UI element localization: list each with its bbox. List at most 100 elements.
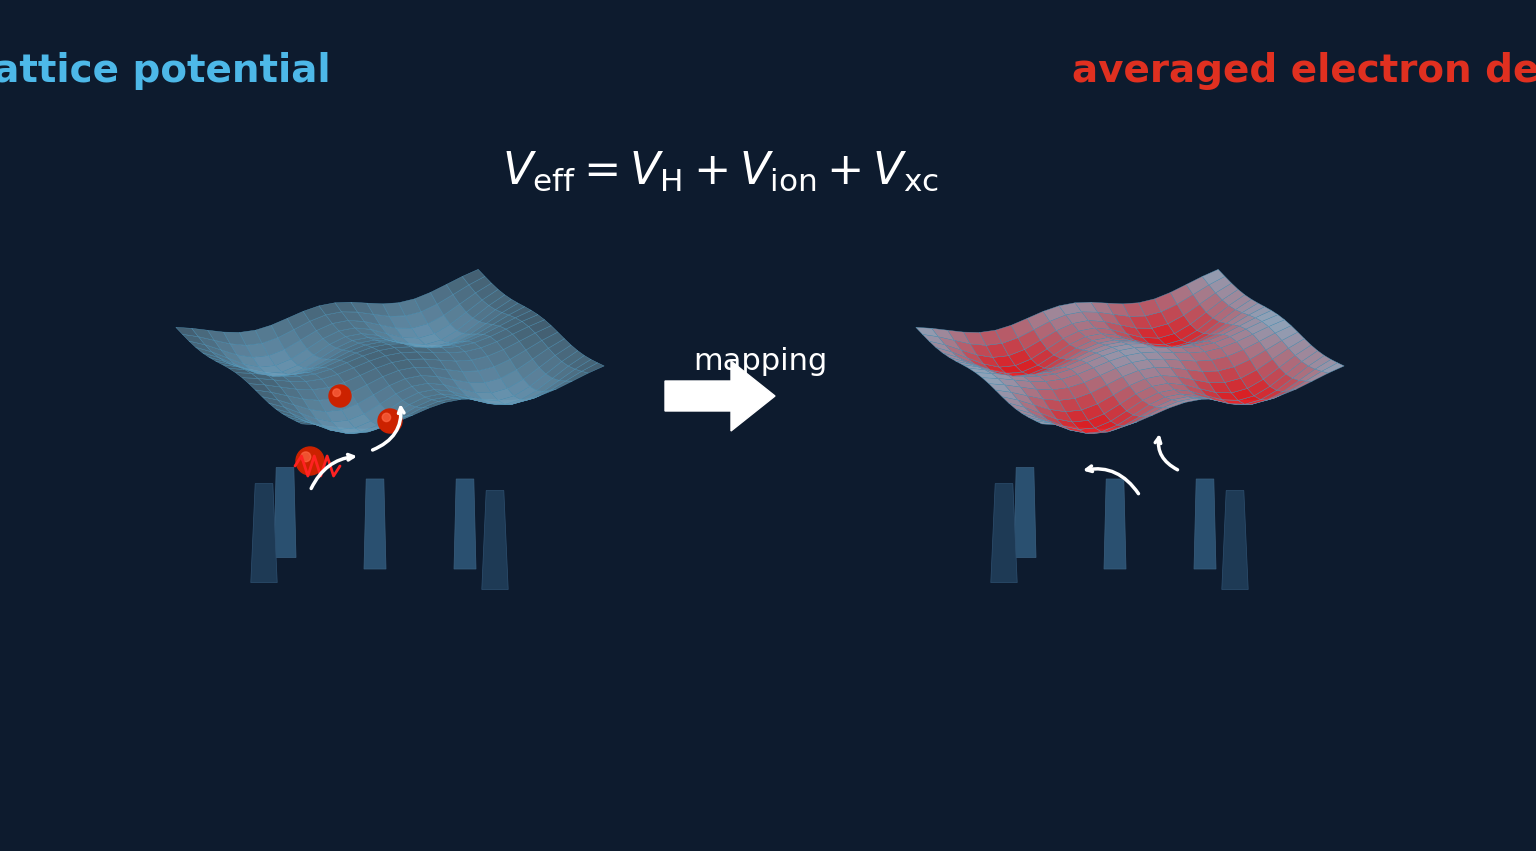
Polygon shape xyxy=(1157,351,1180,360)
Polygon shape xyxy=(237,355,260,367)
Polygon shape xyxy=(382,370,406,386)
Polygon shape xyxy=(402,338,425,345)
Polygon shape xyxy=(1229,294,1252,310)
Polygon shape xyxy=(312,387,335,400)
Polygon shape xyxy=(364,479,386,569)
Polygon shape xyxy=(1057,419,1078,430)
Polygon shape xyxy=(280,373,301,376)
Polygon shape xyxy=(1187,397,1210,398)
Polygon shape xyxy=(1043,399,1066,412)
Polygon shape xyxy=(240,330,263,346)
Text: $\mathit{V}_{\rm eff} = \mathit{V}_{\rm H} + \mathit{V}_{\rm ion} + \mathit{V}_{: $\mathit{V}_{\rm eff} = \mathit{V}_{\rm … xyxy=(502,149,938,192)
Polygon shape xyxy=(353,361,376,375)
Polygon shape xyxy=(456,360,478,371)
Polygon shape xyxy=(243,364,266,374)
Polygon shape xyxy=(1161,304,1184,324)
Polygon shape xyxy=(1166,394,1187,400)
Polygon shape xyxy=(278,400,301,413)
Polygon shape xyxy=(1124,416,1146,426)
Polygon shape xyxy=(1292,366,1315,380)
Polygon shape xyxy=(436,345,458,348)
Polygon shape xyxy=(341,311,364,322)
Polygon shape xyxy=(266,372,289,376)
Polygon shape xyxy=(1104,404,1127,421)
Polygon shape xyxy=(253,370,276,374)
Polygon shape xyxy=(1226,400,1249,403)
Polygon shape xyxy=(516,311,538,322)
Polygon shape xyxy=(1055,369,1078,379)
Polygon shape xyxy=(441,330,464,343)
Polygon shape xyxy=(487,350,510,367)
Polygon shape xyxy=(1127,400,1149,415)
Polygon shape xyxy=(323,331,346,345)
Polygon shape xyxy=(393,340,416,346)
Polygon shape xyxy=(241,368,263,374)
Polygon shape xyxy=(470,323,493,334)
Polygon shape xyxy=(447,397,470,398)
Polygon shape xyxy=(195,347,218,357)
Polygon shape xyxy=(1210,398,1233,401)
Polygon shape xyxy=(476,392,498,401)
Polygon shape xyxy=(1166,347,1189,353)
Polygon shape xyxy=(1203,270,1224,285)
Polygon shape xyxy=(1035,420,1058,425)
Polygon shape xyxy=(508,306,531,317)
Polygon shape xyxy=(473,306,496,322)
Polygon shape xyxy=(513,327,535,341)
Polygon shape xyxy=(379,325,402,338)
Polygon shape xyxy=(995,390,1018,400)
Polygon shape xyxy=(453,285,476,304)
Polygon shape xyxy=(962,350,983,364)
Polygon shape xyxy=(1101,425,1124,432)
Polygon shape xyxy=(582,363,604,373)
Polygon shape xyxy=(525,340,548,359)
Polygon shape xyxy=(343,429,366,431)
Polygon shape xyxy=(1146,311,1167,328)
Polygon shape xyxy=(323,426,346,433)
Polygon shape xyxy=(1224,326,1246,336)
Polygon shape xyxy=(1186,369,1209,382)
Polygon shape xyxy=(998,379,1020,387)
Polygon shape xyxy=(482,400,505,404)
Polygon shape xyxy=(1075,302,1098,312)
Polygon shape xyxy=(1049,409,1072,422)
Polygon shape xyxy=(450,391,473,400)
Polygon shape xyxy=(418,351,439,360)
Polygon shape xyxy=(978,367,1000,372)
Polygon shape xyxy=(492,388,515,401)
Polygon shape xyxy=(461,334,484,341)
Polygon shape xyxy=(989,384,1011,392)
Polygon shape xyxy=(1243,399,1264,403)
Polygon shape xyxy=(303,306,326,321)
Polygon shape xyxy=(1098,340,1121,345)
Polygon shape xyxy=(410,347,433,352)
Polygon shape xyxy=(1017,374,1040,376)
Polygon shape xyxy=(1175,390,1197,396)
Polygon shape xyxy=(350,302,373,314)
Polygon shape xyxy=(1031,414,1054,424)
Polygon shape xyxy=(1270,374,1292,391)
Polygon shape xyxy=(1040,330,1063,349)
Polygon shape xyxy=(387,334,409,344)
Polygon shape xyxy=(1315,359,1338,371)
Polygon shape xyxy=(1221,341,1244,357)
Polygon shape xyxy=(183,334,204,345)
Polygon shape xyxy=(283,414,304,421)
Polygon shape xyxy=(444,304,467,324)
Polygon shape xyxy=(1049,367,1071,374)
Polygon shape xyxy=(444,385,467,396)
Polygon shape xyxy=(355,421,378,431)
Polygon shape xyxy=(321,374,344,387)
Polygon shape xyxy=(1046,379,1069,390)
Polygon shape xyxy=(1078,428,1101,433)
Polygon shape xyxy=(952,351,974,363)
Polygon shape xyxy=(1253,386,1276,400)
Polygon shape xyxy=(336,340,359,350)
Polygon shape xyxy=(1123,303,1146,317)
Polygon shape xyxy=(445,341,467,346)
Polygon shape xyxy=(358,312,379,325)
Polygon shape xyxy=(938,337,962,350)
Polygon shape xyxy=(257,373,280,376)
Polygon shape xyxy=(1166,340,1187,347)
Polygon shape xyxy=(459,293,482,312)
